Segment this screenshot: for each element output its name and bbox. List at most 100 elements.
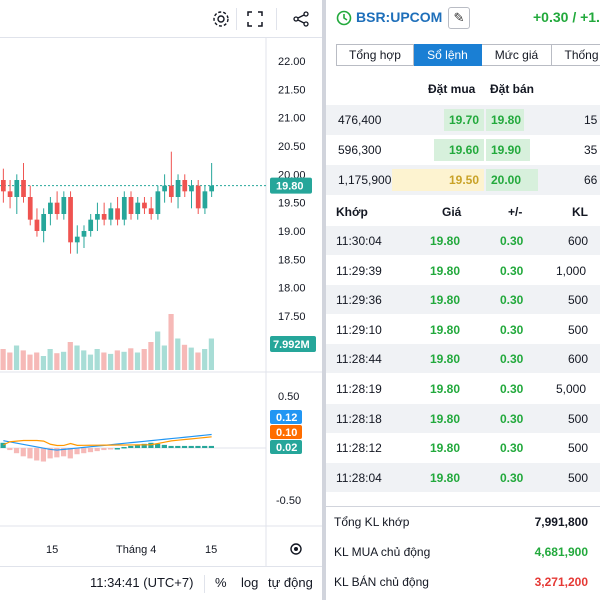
trade-row[interactable]: 11:29:36 19.80 0.30 500 [326, 285, 600, 315]
trade-change: 0.30 [500, 293, 524, 308]
candle-body [202, 191, 208, 209]
ask-volume: 66 [584, 173, 598, 187]
fullscreen-icon[interactable] [244, 8, 266, 30]
trade-time: 11:29:39 [336, 263, 382, 278]
macd-histogram-bar [40, 448, 47, 462]
bottom-separator [204, 575, 205, 593]
macd-histogram-bar [175, 445, 181, 448]
candle-body [162, 185, 167, 192]
summary-value: 4,681,900 [534, 545, 588, 559]
macd-histogram-bar [87, 448, 94, 453]
trade-row[interactable]: 11:30:04 19.80 0.30 600 [326, 226, 600, 255]
trade-row[interactable]: 11:28:18 19.80 0.30 500 [326, 403, 600, 433]
trade-price: 19.80 [430, 411, 461, 426]
orderbook-row[interactable]: 596,300 19.60 19.90 35 [326, 135, 600, 165]
tab-price-level[interactable]: Mức giá [482, 44, 552, 66]
volume-bar [134, 352, 141, 370]
macd-histogram-bar [74, 448, 80, 455]
edit-symbol-button[interactable]: ✎ [448, 7, 470, 29]
trade-row[interactable]: 11:28:04 19.80 0.30 500 [326, 462, 600, 492]
price-chart[interactable]: 22.0021.5021.0020.5020.0019.5019.0018.50… [0, 38, 322, 566]
macd-histogram-bar [181, 445, 188, 448]
trade-change: 0.30 [500, 263, 524, 278]
macd-value-label: 0.10 [276, 427, 297, 439]
price-tick-label: 22.00 [278, 56, 306, 68]
macd-histogram-bar [168, 445, 174, 448]
price-tick-label: 17.50 [278, 311, 306, 323]
chart-bottom-bar: 11:34:41 (UTC+7) % log tự động [0, 566, 322, 600]
auto-toggle[interactable]: tự động [268, 575, 313, 590]
trade-time: 11:28:04 [336, 470, 382, 485]
volume-bar [94, 349, 100, 370]
candle-body [168, 185, 174, 197]
trade-volume: 500 [568, 293, 589, 308]
macd-histogram-bar [141, 443, 147, 448]
summary-area: Tổng KL khớp 7,991,800 KL MUA chủ động 4,68… [326, 506, 600, 600]
volume-bar [87, 354, 94, 370]
symbol-name[interactable]: BSR:UPCOM [356, 9, 443, 25]
candle-body [68, 197, 73, 243]
trade-volume: 500 [568, 470, 589, 485]
volume-bar [208, 338, 214, 370]
volume-bar [202, 349, 208, 370]
ask-price[interactable]: 20.00 [486, 169, 538, 191]
ask-price[interactable]: 19.90 [486, 139, 530, 161]
candle-body [195, 185, 201, 209]
trade-price: 19.80 [430, 293, 461, 308]
candle-body [101, 214, 107, 220]
candle-body [155, 191, 161, 214]
bid-price[interactable]: 19.70 [444, 109, 484, 131]
trades-header-price: Giá [442, 205, 462, 219]
tab-stats[interactable]: Thống [552, 44, 600, 66]
gear-icon[interactable] [210, 8, 232, 30]
macd-histogram-bar [13, 448, 20, 454]
trade-time: 11:29:10 [336, 322, 382, 337]
ask-volume: 15 [584, 113, 598, 127]
price-change: +0.30 / +1. [533, 9, 600, 25]
candle-body [108, 208, 114, 220]
chart-area[interactable]: 22.00 21.50 21.00 20.50 20.00 19.50 19.00 18.50… [0, 38, 322, 570]
summary-value: 7,991,800 [534, 515, 588, 529]
trade-time: 11:28:19 [336, 382, 382, 396]
trade-price: 19.80 [430, 470, 461, 485]
summary-row: KL MUA chủ động 4,681,900 [326, 537, 600, 567]
trade-row[interactable]: 11:28:44 19.80 0.30 600 [326, 344, 600, 374]
trade-row[interactable]: 11:29:10 19.80 0.30 500 [326, 315, 600, 344]
bid-price[interactable]: 19.50 [392, 169, 484, 191]
macd-value-label: 0.02 [276, 442, 297, 454]
price-tick-label: 19.50 [278, 198, 306, 210]
macd-histogram-bar [161, 444, 167, 448]
trading-panel: BSR:UPCOM ✎ +0.30 / +1. Tổng hợp Sổ lệnh… [326, 0, 600, 600]
ask-price[interactable]: 19.80 [486, 109, 524, 131]
percent-toggle[interactable]: % [215, 575, 227, 590]
trade-volume: 500 [568, 411, 589, 426]
volume-bar [81, 350, 87, 370]
log-toggle[interactable]: log [241, 575, 259, 590]
tab-orderbook[interactable]: Sổ lệnh [414, 44, 482, 66]
macd-histogram-bar [20, 448, 26, 457]
ask-volume: 35 [584, 143, 598, 157]
share-icon[interactable] [290, 8, 312, 30]
bid-header: Đặt mua [428, 82, 476, 96]
trade-change: 0.30 [500, 411, 524, 426]
macd-histogram-bar [202, 445, 208, 448]
orderbook-row[interactable]: 476,400 19.70 19.80 15 [326, 105, 600, 135]
orderbook-row[interactable]: 1,175,900 19.50 20.00 66 [326, 165, 600, 195]
trade-row[interactable]: 11:29:39 19.80 0.30 1,000 [326, 256, 600, 285]
macd-histogram-bar [67, 448, 73, 459]
gear-icon[interactable] [290, 543, 302, 555]
chart-panel[interactable]: 22.00 21.50 21.00 20.50 20.00 19.50 19.00 18.50… [0, 0, 322, 600]
bid-price[interactable]: 19.60 [434, 139, 484, 161]
trade-change: 0.30 [500, 322, 524, 337]
pencil-icon: ✎ [453, 10, 465, 25]
candle-body [175, 180, 181, 197]
trade-row[interactable]: 11:28:19 19.80 0.30 5,000 [326, 374, 600, 403]
trade-row[interactable]: 11:28:12 19.80 0.30 500 [326, 433, 600, 462]
macd-histogram-bar [101, 448, 107, 451]
candle-body [7, 191, 13, 197]
tab-summary[interactable]: Tổng hợp [336, 44, 414, 66]
macd-histogram-bar [94, 448, 100, 452]
candle-body [61, 197, 67, 214]
macd-value-label: 0.12 [276, 412, 297, 424]
